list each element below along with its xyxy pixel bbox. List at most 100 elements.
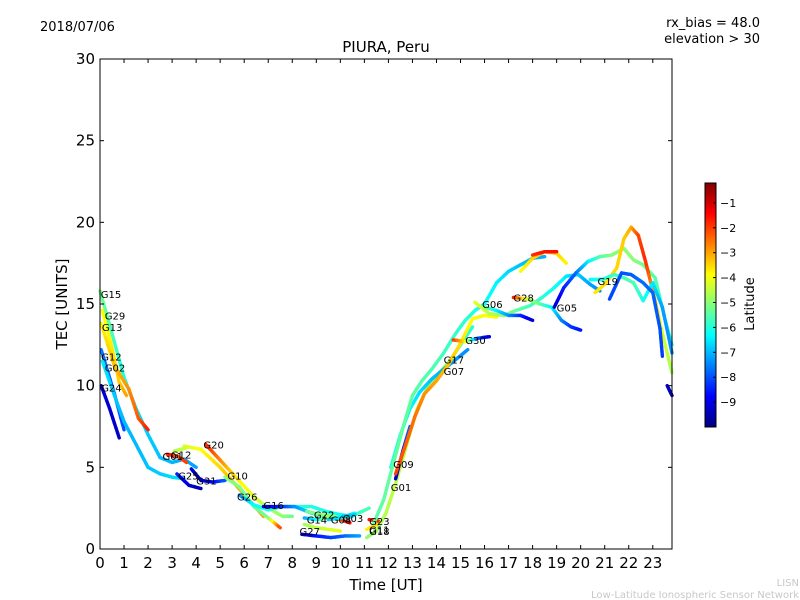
satellite-label: G01 bbox=[391, 483, 411, 494]
series-g24 bbox=[99, 383, 121, 440]
series-g06b bbox=[607, 271, 665, 358]
x-tick-label: 21 bbox=[595, 554, 614, 572]
series-g17b bbox=[518, 250, 568, 274]
y-tick-label: 10 bbox=[76, 377, 95, 395]
satellite-label: G11 bbox=[369, 525, 389, 536]
x-tick-label: 22 bbox=[619, 554, 638, 572]
satellite-label: G01 bbox=[162, 452, 182, 463]
series-segment bbox=[373, 522, 379, 528]
satellite-label: G25 bbox=[178, 472, 198, 483]
colorbar-tick-label: −7 bbox=[720, 346, 736, 359]
x-tick-label: 2 bbox=[143, 554, 153, 572]
x-tick-label: 14 bbox=[427, 554, 446, 572]
x-tick-label: 16 bbox=[475, 554, 494, 572]
satellite-label: G22 bbox=[314, 511, 334, 522]
satellite-label: G02 bbox=[105, 364, 125, 375]
colorbar-tick-label: −2 bbox=[720, 222, 736, 235]
colorbar-tick-label: −8 bbox=[720, 371, 736, 384]
series-segment bbox=[365, 506, 371, 511]
satellite-label: G19 bbox=[597, 277, 617, 288]
satellite-label: G13 bbox=[102, 323, 122, 334]
x-tick-label: 4 bbox=[191, 554, 201, 572]
satellite-label: G09 bbox=[393, 460, 413, 471]
latitude-colorbar: −9 −8 −7 −6 −5 −4 −3 −2 −1 bbox=[704, 182, 736, 428]
colorbar-tick-label: −1 bbox=[720, 197, 736, 210]
data-marks bbox=[98, 225, 674, 540]
date-label: 2018/07/06 bbox=[40, 20, 115, 35]
colorbar-tick-label: −3 bbox=[720, 247, 736, 260]
satellite-label: G03 bbox=[343, 514, 363, 525]
x-tick-label: 7 bbox=[263, 554, 273, 572]
colorbar-tick-label: −4 bbox=[720, 272, 736, 285]
series-segment bbox=[346, 520, 352, 525]
satellite-label: G24 bbox=[101, 383, 121, 394]
satellite-label: G05 bbox=[557, 303, 577, 314]
chart-title: PIURA, Peru bbox=[342, 38, 429, 56]
series-g30 bbox=[451, 334, 492, 344]
satellite-label: G20 bbox=[203, 440, 223, 451]
y-axis-label: TEC [UNITS] bbox=[53, 259, 71, 351]
axes: 0 1 2 3 4 5 6 7 8 9 10 11 12 13 14 15 16 17 18 19 20 21 22 2305… bbox=[76, 50, 672, 572]
x-tick-label: 13 bbox=[403, 554, 422, 572]
satellite-label: G23 bbox=[369, 517, 389, 528]
series-segment bbox=[197, 486, 203, 491]
series-segment bbox=[464, 348, 470, 354]
series-g28 bbox=[511, 295, 583, 332]
series-segment bbox=[577, 327, 583, 332]
x-tick-label: 17 bbox=[499, 554, 518, 572]
footer-network: Low-Latitude Ionospheric Sensor Network bbox=[591, 590, 799, 600]
satellite-label: G15 bbox=[101, 290, 121, 301]
footer-lisn: LISN bbox=[777, 578, 799, 589]
x-tick-label: 15 bbox=[451, 554, 470, 572]
colorbar-tick-label: −6 bbox=[720, 321, 736, 334]
series-g31 bbox=[189, 467, 227, 484]
satellite-label: G17 bbox=[444, 356, 464, 367]
colorbar-tick-label: −5 bbox=[720, 297, 736, 310]
satellite-label: G14 bbox=[307, 516, 327, 527]
satellite-label: G07 bbox=[444, 367, 464, 378]
satellite-label: G31 bbox=[196, 476, 216, 487]
x-tick-label: 10 bbox=[331, 554, 350, 572]
series-g29 bbox=[100, 308, 129, 398]
satellite-label: G12 bbox=[101, 352, 121, 363]
series-g28b bbox=[482, 305, 535, 323]
x-tick-label: 23 bbox=[643, 554, 662, 572]
y-tick-label: 25 bbox=[76, 132, 95, 150]
x-axis-label: Time [UT] bbox=[348, 576, 422, 594]
satellite-label: G30 bbox=[465, 336, 485, 347]
colorbar-label: Latitude bbox=[743, 277, 758, 331]
x-tick-label: 6 bbox=[239, 554, 249, 572]
series-g22 bbox=[304, 509, 338, 519]
rx-bias-label: rx_bias = 48.0 bbox=[666, 16, 760, 31]
satellite-label: G26 bbox=[237, 493, 257, 504]
satellite-label: G18 bbox=[369, 527, 389, 538]
x-tick-label: 9 bbox=[312, 554, 322, 572]
satellite-label: G16 bbox=[263, 501, 283, 512]
x-tick-label: 12 bbox=[379, 554, 398, 572]
y-tick-label: 0 bbox=[85, 540, 95, 558]
x-tick-label: 11 bbox=[355, 554, 374, 572]
y-tick-label: 30 bbox=[76, 50, 95, 68]
series-segment bbox=[468, 325, 475, 332]
colorbar-tick-label: −9 bbox=[720, 396, 736, 409]
satellite-label: G08 bbox=[331, 516, 351, 527]
satellite-label: G06 bbox=[482, 300, 502, 311]
series-segment bbox=[123, 391, 129, 398]
series-g25 bbox=[175, 472, 203, 491]
series-segment bbox=[528, 317, 535, 323]
series-segment bbox=[144, 426, 150, 432]
y-tick-label: 20 bbox=[76, 213, 95, 231]
y-tick-label: 15 bbox=[76, 295, 95, 313]
x-tick-label: 5 bbox=[215, 554, 225, 572]
x-tick-label: 18 bbox=[523, 554, 542, 572]
satellite-label: G27 bbox=[299, 527, 319, 538]
y-tick-label: 5 bbox=[85, 458, 95, 476]
satellite-label: G28 bbox=[513, 293, 533, 304]
satellite-label: G29 bbox=[105, 311, 125, 322]
series-segment bbox=[115, 431, 121, 440]
series-g19b bbox=[588, 272, 674, 355]
series-g27 bbox=[300, 532, 362, 540]
series-g18 bbox=[365, 522, 379, 532]
